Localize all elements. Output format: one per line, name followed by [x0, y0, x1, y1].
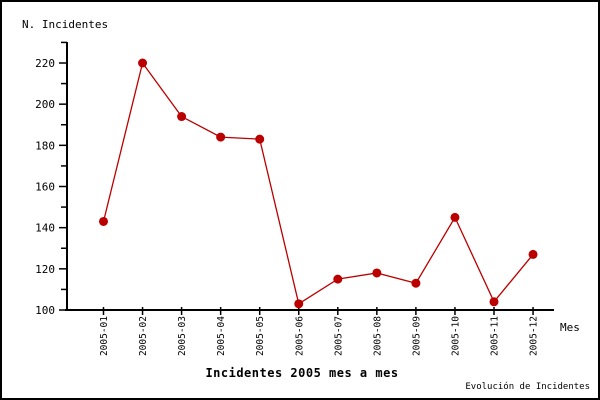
data-point-marker	[177, 112, 187, 122]
data-point-marker	[333, 274, 343, 284]
x-tick-label: 2005-03	[177, 316, 188, 356]
data-point-marker	[528, 249, 538, 259]
data-point-marker	[489, 297, 499, 307]
watermark: Evolución de Incidentes	[465, 382, 590, 392]
data-point-marker	[138, 58, 148, 68]
y-tick-label: 200	[35, 98, 55, 111]
chart-title: Incidentes 2005 mes a mes	[205, 366, 399, 380]
x-axis-title: Mes	[560, 321, 580, 334]
x-tick-label: 2005-04	[216, 316, 227, 356]
data-point-marker	[294, 299, 304, 309]
y-tick-label: 120	[35, 263, 55, 276]
x-tick-label: 2005-08	[372, 316, 383, 356]
data-point-marker	[99, 216, 108, 226]
x-tick-label: 2005-10	[450, 316, 461, 356]
y-tick-label: 180	[35, 139, 55, 152]
x-tick-label: 2005-06	[294, 316, 305, 356]
x-tick-label: 2005-07	[333, 316, 344, 356]
y-tick-label: 100	[35, 304, 55, 317]
x-tick-label: 2005-11	[490, 316, 501, 356]
series-line	[102, 61, 534, 305]
data-point-marker	[216, 132, 226, 142]
y-tick-label: 220	[35, 57, 55, 70]
x-tick-label: 2005-09	[411, 316, 422, 356]
x-tick-label: 2005-01	[99, 316, 110, 356]
y-axis-title: N. Incidentes	[22, 18, 109, 31]
x-tick-label: 2005-05	[255, 316, 266, 356]
y-tick-label: 160	[35, 181, 55, 194]
data-point-marker	[450, 212, 460, 222]
data-point-marker	[411, 278, 421, 288]
x-tick-label: 2005-12	[529, 316, 540, 356]
data-point-marker	[255, 134, 265, 144]
y-tick-label: 140	[35, 222, 55, 235]
data-point-marker	[372, 268, 382, 278]
x-tick-label: 2005-02	[138, 316, 149, 356]
